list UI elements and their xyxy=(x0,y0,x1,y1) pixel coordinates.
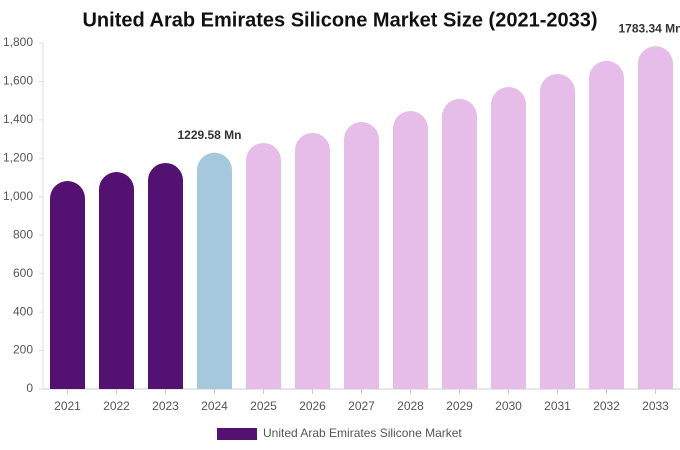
y-tick-label: 800 xyxy=(13,227,33,241)
bar xyxy=(246,142,281,389)
bar xyxy=(589,60,624,390)
x-tick-label: 2028 xyxy=(397,399,424,413)
y-tick-label: 200 xyxy=(13,343,33,357)
x-tick-label: 2022 xyxy=(103,399,130,413)
bar xyxy=(442,98,477,389)
y-tick-label: 0 xyxy=(26,381,33,395)
bar xyxy=(197,152,232,389)
bar xyxy=(540,73,575,389)
x-tick-label: 2024 xyxy=(201,399,228,413)
x-tick-label: 2033 xyxy=(642,399,669,413)
y-tick-label: 400 xyxy=(13,304,33,318)
bar xyxy=(99,171,134,389)
x-tick-label: 2021 xyxy=(54,399,81,413)
y-tick-label: 600 xyxy=(13,266,33,280)
bar xyxy=(344,122,379,389)
bar xyxy=(50,181,85,389)
x-tick-label: 2031 xyxy=(544,399,571,413)
bar xyxy=(295,132,330,389)
y-tick-label: 1,400 xyxy=(3,112,33,126)
bar xyxy=(491,87,526,389)
value-label: 1783.34 Mn xyxy=(618,21,680,35)
bar xyxy=(148,162,183,389)
legend-label: United Arab Emirates Silicone Market xyxy=(263,426,462,440)
legend-swatch xyxy=(217,428,257,440)
x-tick-label: 2027 xyxy=(348,399,375,413)
bar xyxy=(638,46,673,389)
x-tick-label: 2030 xyxy=(495,399,522,413)
value-label: 1229.58 Mn xyxy=(177,128,241,142)
bar xyxy=(393,111,428,389)
x-tick-label: 2029 xyxy=(446,399,473,413)
y-tick-label: 1,600 xyxy=(3,74,33,88)
x-tick-label: 2023 xyxy=(152,399,179,413)
chart-title: United Arab Emirates Silicone Market Siz… xyxy=(82,9,597,31)
x-tick-label: 2032 xyxy=(593,399,620,413)
y-tick-label: 1,200 xyxy=(3,151,33,165)
x-tick-label: 2026 xyxy=(299,399,326,413)
y-tick-label: 1,800 xyxy=(3,35,33,49)
y-tick-label: 1,000 xyxy=(3,189,33,203)
x-tick-label: 2025 xyxy=(250,399,277,413)
